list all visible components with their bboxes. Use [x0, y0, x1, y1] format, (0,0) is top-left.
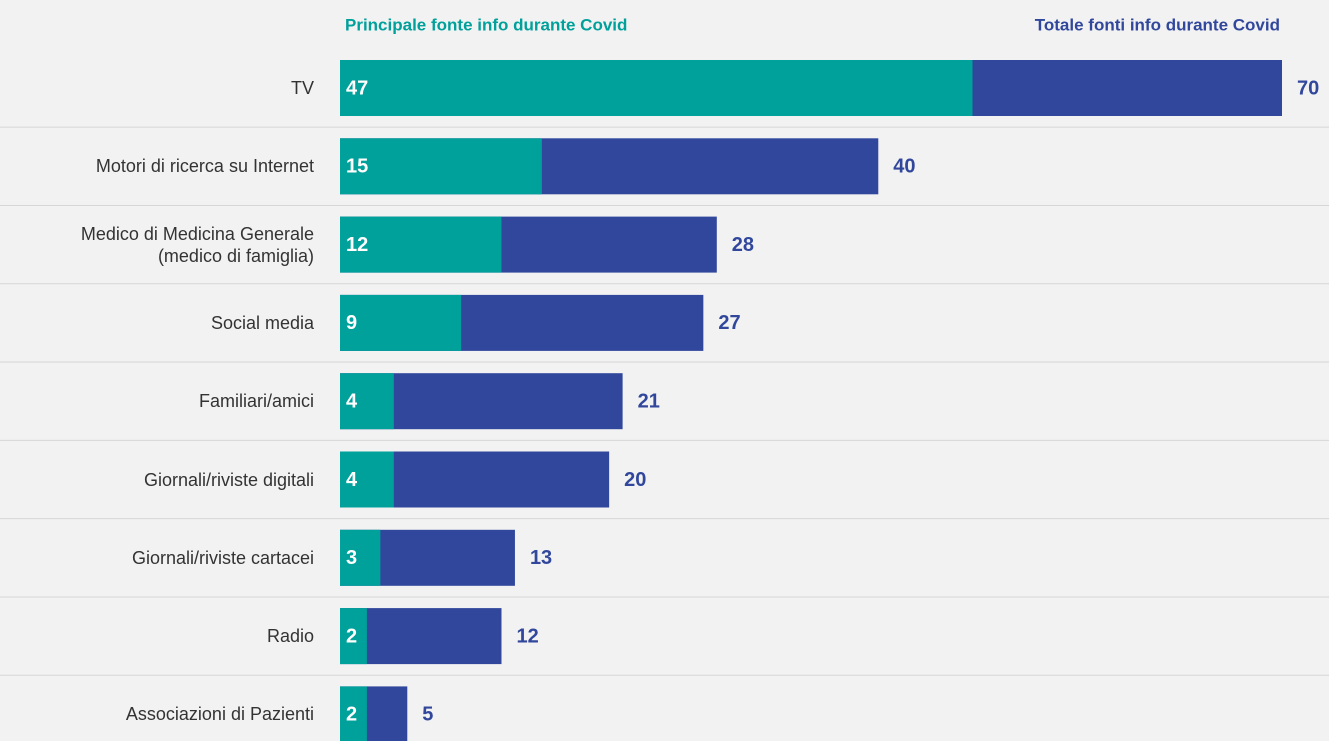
value-label: 9 [346, 312, 357, 334]
category-label: Giornali/riviste cartacei [131, 547, 314, 568]
value-label: 47 [346, 77, 368, 99]
bar [340, 529, 381, 586]
category-label: Giornali/riviste digitali [143, 469, 314, 490]
value-label: 5 [422, 704, 433, 726]
bar [340, 451, 394, 508]
category-label: Familiari/amici [198, 391, 314, 412]
bar [340, 373, 394, 430]
category-label: Motori di ricerca su Internet [95, 156, 314, 177]
value-label: 21 [638, 390, 660, 412]
bar [340, 138, 542, 195]
value-label: 15 [346, 156, 368, 178]
value-label: 40 [893, 156, 915, 178]
bar [340, 686, 367, 741]
value-label: 4 [346, 390, 358, 412]
bar [340, 216, 502, 273]
value-label: 12 [516, 625, 538, 647]
value-label: 3 [346, 547, 357, 569]
value-label: 4 [346, 469, 358, 491]
value-label: 2 [346, 704, 357, 726]
category-label: TV [290, 78, 314, 98]
bar [340, 60, 973, 116]
value-label: 13 [530, 547, 552, 569]
legend-label: Principale fonte info durante Covid [345, 15, 627, 34]
value-label: 28 [732, 234, 754, 256]
bar [340, 608, 367, 665]
value-label: 2 [346, 625, 357, 647]
category-label: Radio [266, 626, 314, 647]
bar [340, 294, 462, 351]
value-label: 12 [346, 234, 368, 256]
value-label: 27 [718, 312, 740, 334]
category-label: Associazioni di Pazienti [125, 704, 314, 725]
legend-label: Totale fonti info durante Covid [1035, 15, 1280, 34]
value-label: 70 [1297, 77, 1319, 99]
category-label: Medico di Medicina Generale (medico di f… [80, 223, 314, 266]
value-label: 20 [624, 469, 646, 491]
category-label: Social media [210, 312, 314, 333]
